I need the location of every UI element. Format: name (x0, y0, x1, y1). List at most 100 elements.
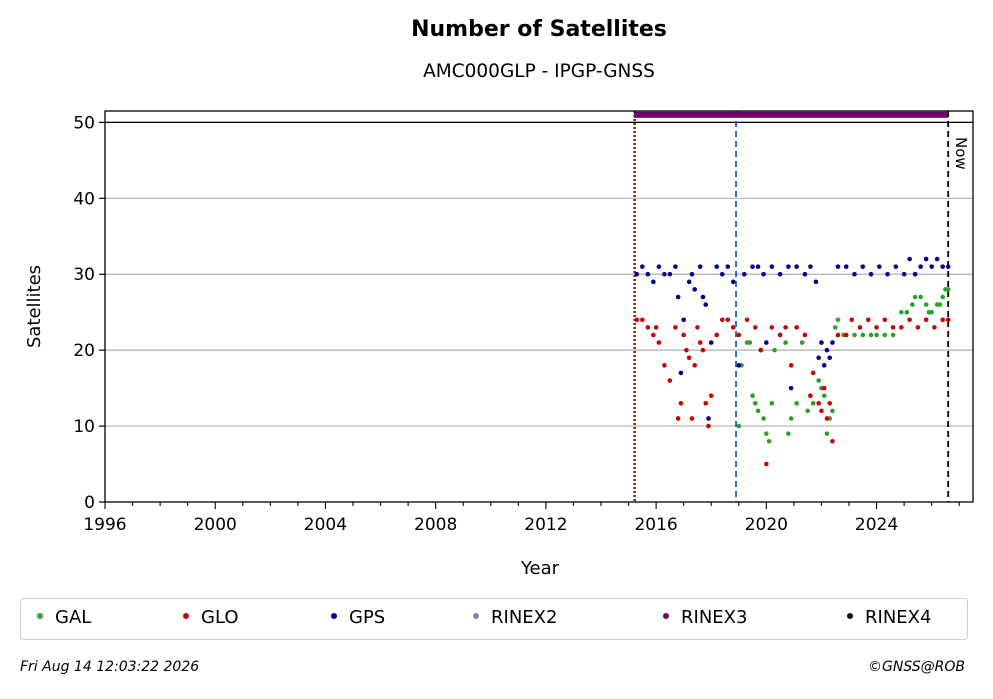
point-glo (923, 317, 929, 323)
point-gal (805, 408, 810, 414)
x-tick-label: 1996 (83, 515, 126, 535)
point-gps (645, 271, 651, 277)
point-gps (940, 264, 945, 269)
point-gal (761, 416, 766, 421)
point-glo (816, 401, 821, 406)
point-gps (893, 264, 899, 269)
point-glo (899, 325, 904, 330)
point-glo (940, 317, 945, 323)
legend-label-rinex3: RINEX3 (681, 607, 748, 628)
point-gal (910, 302, 915, 307)
point-glo (824, 416, 830, 421)
point-gps (808, 264, 813, 269)
point-glo (843, 332, 849, 338)
point-gps (706, 416, 711, 421)
point-glo (808, 393, 813, 399)
x-tick-label: 2016 (634, 515, 677, 535)
y-tick-label: 50 (73, 113, 95, 133)
point-gps (912, 271, 918, 277)
point-gps (934, 256, 940, 262)
point-glo (678, 401, 684, 406)
point-gal (824, 431, 830, 436)
point-gal (794, 401, 799, 406)
point-gal (923, 302, 929, 307)
point-gps (830, 340, 835, 345)
point-gps (750, 264, 755, 269)
point-gps (662, 271, 667, 277)
point-gal (816, 378, 821, 383)
point-glo (874, 325, 879, 330)
point-glo (788, 363, 794, 368)
y-axis-label: Satellites (24, 265, 45, 348)
point-gps (786, 264, 791, 269)
legend-marker-rinex2 (473, 613, 479, 619)
point-gps (843, 264, 849, 269)
point-gps (835, 264, 841, 269)
point-glo (673, 325, 678, 330)
point-gps (860, 264, 866, 269)
point-glo (802, 332, 808, 338)
point-gal (830, 408, 835, 414)
point-gal (918, 294, 923, 300)
point-glo (744, 317, 750, 323)
point-gal (890, 332, 896, 338)
point-gps (725, 264, 731, 269)
point-gps (681, 317, 686, 323)
point-glo (730, 325, 736, 330)
point-glo (736, 332, 742, 338)
legend-marker-rinex3 (663, 613, 669, 619)
point-glo (684, 347, 689, 353)
point-gal (747, 340, 753, 345)
legend-marker-gal (37, 613, 43, 619)
point-gal (899, 309, 904, 315)
point-gps (700, 294, 706, 300)
point-glo (794, 325, 799, 330)
point-glo (821, 385, 827, 391)
series-bar-rinex3 (634, 111, 949, 118)
point-glo (686, 355, 692, 361)
point-gps (827, 355, 833, 361)
point-gal (874, 332, 879, 338)
legend-item-gps: GPS (331, 607, 385, 628)
y-tick-label: 30 (73, 265, 95, 285)
legend-marker-rinex4 (847, 613, 853, 619)
legend-marker-gps (331, 613, 337, 619)
point-gps (736, 363, 742, 368)
now-label: Now (952, 137, 970, 170)
y-tick-label: 20 (73, 341, 95, 361)
point-gps (788, 385, 794, 391)
point-gps (794, 264, 799, 269)
point-gps (852, 271, 857, 277)
legend-marker-glo (183, 613, 189, 619)
point-glo (640, 317, 645, 323)
point-glo (890, 325, 896, 330)
point-gps (686, 279, 692, 285)
point-gal (945, 287, 951, 292)
point-gps (714, 264, 720, 269)
point-glo (777, 332, 783, 338)
x-tick-label: 2024 (855, 515, 898, 535)
point-glo (692, 363, 697, 368)
point-gal (766, 438, 772, 444)
point-gps (769, 264, 775, 269)
point-gps (675, 294, 681, 300)
x-axis-label: Year (520, 558, 560, 579)
point-glo (662, 363, 667, 368)
point-gal (764, 431, 769, 436)
point-gal (832, 325, 838, 330)
point-gal (904, 309, 910, 315)
point-glo (783, 325, 788, 330)
point-glo (700, 347, 706, 353)
point-glo (849, 317, 855, 323)
point-gps (741, 271, 747, 277)
point-gps (730, 279, 736, 285)
point-gps (819, 340, 824, 345)
point-glo (656, 340, 662, 345)
legend: GAL GLO GPS RINEX2 RINEX3 RINEX4 (20, 598, 968, 640)
y-tick-label: 40 (73, 189, 95, 209)
point-gps (945, 264, 951, 269)
point-glo (651, 332, 656, 338)
legend-label-rinex2: RINEX2 (491, 607, 558, 628)
point-gps (877, 264, 882, 269)
point-gps (918, 264, 923, 269)
